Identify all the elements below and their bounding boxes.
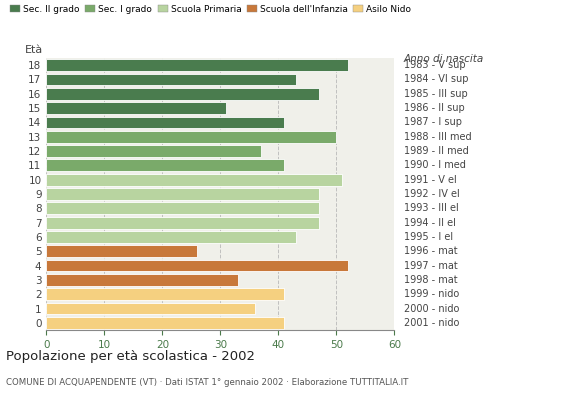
Text: 1991 - V el: 1991 - V el xyxy=(404,175,456,185)
Text: 1993 - III el: 1993 - III el xyxy=(404,203,458,213)
Bar xyxy=(46,88,319,100)
Text: 1992 - IV el: 1992 - IV el xyxy=(404,189,459,199)
Text: 1986 - II sup: 1986 - II sup xyxy=(404,103,465,113)
Bar xyxy=(46,274,238,286)
Text: 1987 - I sup: 1987 - I sup xyxy=(404,118,462,128)
Bar xyxy=(46,116,284,128)
Text: 2000 - nido: 2000 - nido xyxy=(404,304,459,314)
Bar xyxy=(46,303,255,314)
Text: 1984 - VI sup: 1984 - VI sup xyxy=(404,74,468,84)
Text: 1994 - II el: 1994 - II el xyxy=(404,218,455,228)
Bar xyxy=(46,188,319,200)
Bar xyxy=(46,231,296,243)
Text: 1997 - mat: 1997 - mat xyxy=(404,260,458,270)
Bar xyxy=(46,131,336,143)
Text: 1985 - III sup: 1985 - III sup xyxy=(404,89,467,99)
Bar xyxy=(46,74,296,85)
Bar xyxy=(46,245,197,257)
Text: Età: Età xyxy=(25,45,43,55)
Text: 1983 - V sup: 1983 - V sup xyxy=(404,60,465,70)
Bar xyxy=(46,59,348,71)
Bar xyxy=(46,102,226,114)
Bar xyxy=(46,160,284,171)
Bar xyxy=(46,174,342,186)
Bar xyxy=(46,145,261,157)
Bar xyxy=(46,317,284,329)
Text: 1999 - nido: 1999 - nido xyxy=(404,289,459,299)
Text: 1990 - I med: 1990 - I med xyxy=(404,160,466,170)
Text: 1996 - mat: 1996 - mat xyxy=(404,246,457,256)
Bar xyxy=(46,288,284,300)
Text: Anno di nascita: Anno di nascita xyxy=(404,54,484,64)
Bar xyxy=(46,202,319,214)
Bar xyxy=(46,260,348,272)
Text: COMUNE DI ACQUAPENDENTE (VT) · Dati ISTAT 1° gennaio 2002 · Elaborazione TUTTITA: COMUNE DI ACQUAPENDENTE (VT) · Dati ISTA… xyxy=(6,378,408,387)
Text: Popolazione per età scolastica - 2002: Popolazione per età scolastica - 2002 xyxy=(6,350,255,363)
Bar xyxy=(46,217,319,228)
Text: 1995 - I el: 1995 - I el xyxy=(404,232,453,242)
Text: 1989 - II med: 1989 - II med xyxy=(404,146,469,156)
Text: 2001 - nido: 2001 - nido xyxy=(404,318,459,328)
Text: 1988 - III med: 1988 - III med xyxy=(404,132,472,142)
Text: 1998 - mat: 1998 - mat xyxy=(404,275,457,285)
Legend: Sec. II grado, Sec. I grado, Scuola Primaria, Scuola dell'Infanzia, Asilo Nido: Sec. II grado, Sec. I grado, Scuola Prim… xyxy=(10,4,411,14)
